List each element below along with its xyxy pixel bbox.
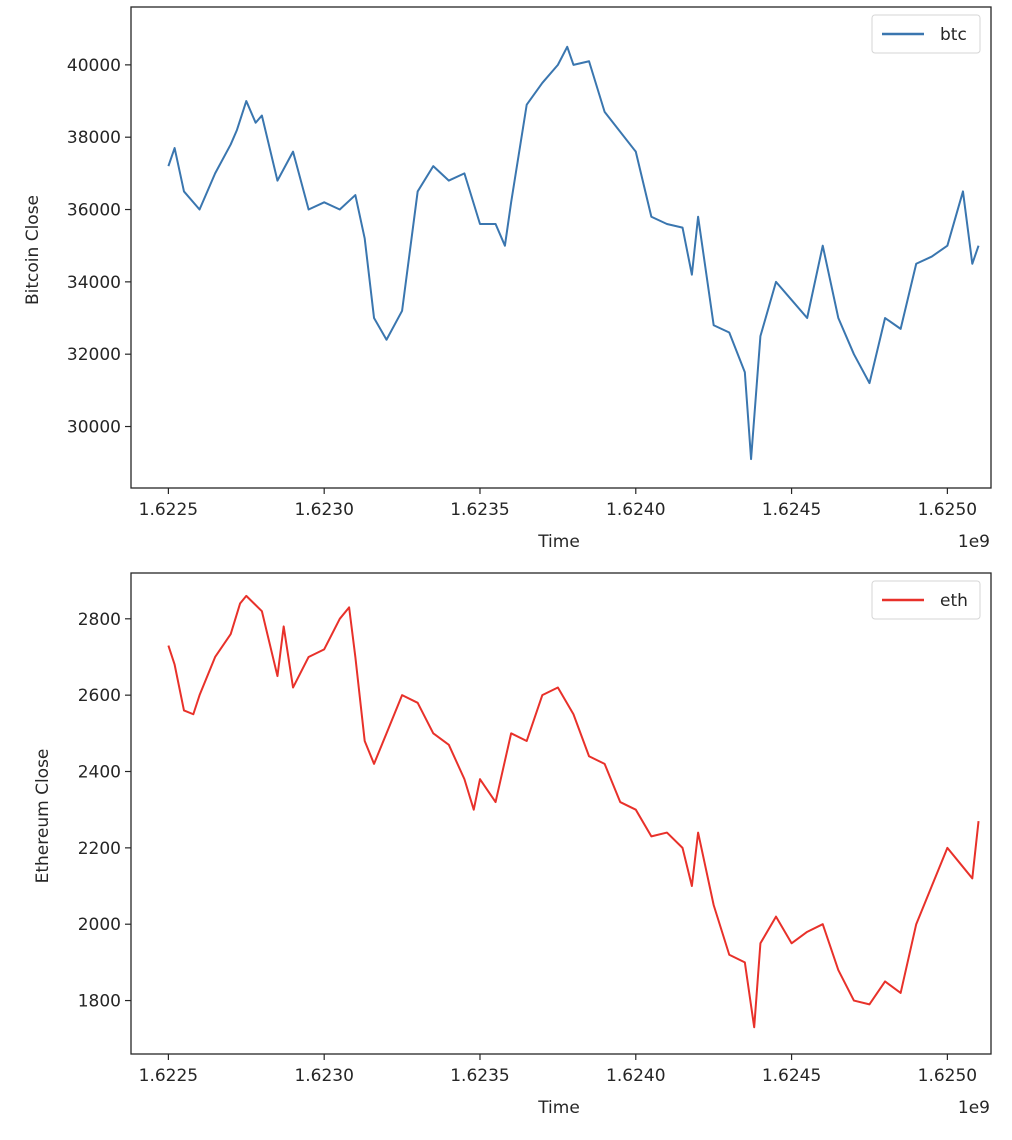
eth-legend: eth (871, 580, 981, 620)
eth-x-axis-label: Time (537, 1098, 580, 1118)
btc-y-tick-label: 40000 (67, 56, 121, 76)
btc-y-tick-label: 34000 (67, 273, 121, 293)
eth-x-tick-label: 1.6225 (139, 1066, 198, 1086)
btc-y-ticks: 30000 32000 34000 36000 38000 40000 (67, 56, 131, 438)
btc-chart-panel: 1.6225 1.6230 1.6235 1.6240 1.6245 1.6250 300… (23, 6, 992, 552)
eth-y-tick-label: 2400 (78, 763, 121, 783)
eth-x-tick-label: 1.6250 (918, 1066, 977, 1086)
eth-y-tick-label: 1800 (78, 992, 121, 1012)
btc-legend-label: btc (940, 25, 967, 45)
eth-x-offset-label: 1e9 (958, 1098, 990, 1118)
eth-plot-frame (130, 572, 992, 1055)
btc-plot-frame (130, 6, 992, 489)
btc-y-tick-label: 38000 (67, 128, 121, 148)
btc-x-offset-label: 1e9 (958, 532, 990, 552)
btc-legend: btc (871, 14, 981, 54)
eth-x-tick-label: 1.6240 (606, 1066, 665, 1086)
btc-x-ticks: 1.6225 1.6230 1.6235 1.6240 1.6245 1.6250 (139, 488, 977, 520)
eth-y-tick-label: 2200 (78, 839, 121, 859)
eth-legend-box (871, 580, 981, 620)
eth-chart-panel: 1.6225 1.6230 1.6235 1.6240 1.6245 1.6250 180… (33, 572, 992, 1118)
eth-y-ticks: 1800 2000 2200 2400 2600 2800 (78, 610, 131, 1012)
btc-legend-box (871, 14, 981, 54)
eth-x-tick-label: 1.6230 (294, 1066, 353, 1086)
btc-y-tick-label: 32000 (67, 345, 121, 365)
eth-x-tick-label: 1.6245 (762, 1066, 821, 1086)
btc-y-tick-label: 30000 (67, 418, 121, 438)
eth-x-tick-label: 1.6235 (450, 1066, 509, 1086)
eth-y-axis-label: Ethereum Close (33, 749, 53, 884)
btc-x-axis-label: Time (537, 532, 580, 552)
eth-y-tick-label: 2000 (78, 915, 121, 935)
btc-x-tick-label: 1.6250 (918, 500, 977, 520)
btc-x-tick-label: 1.6245 (762, 500, 821, 520)
btc-x-tick-label: 1.6240 (606, 500, 665, 520)
btc-y-tick-label: 36000 (67, 201, 121, 221)
btc-series-line (167, 45, 980, 461)
eth-y-tick-label: 2800 (78, 610, 121, 630)
eth-x-ticks: 1.6225 1.6230 1.6235 1.6240 1.6245 1.6250 (139, 1054, 977, 1086)
eth-series-line (167, 594, 980, 1029)
btc-x-tick-label: 1.6230 (294, 500, 353, 520)
eth-y-tick-label: 2600 (78, 686, 121, 706)
eth-legend-label: eth (940, 591, 968, 611)
btc-y-axis-label: Bitcoin Close (23, 195, 43, 305)
btc-x-tick-label: 1.6235 (450, 500, 509, 520)
btc-x-tick-label: 1.6225 (139, 500, 198, 520)
